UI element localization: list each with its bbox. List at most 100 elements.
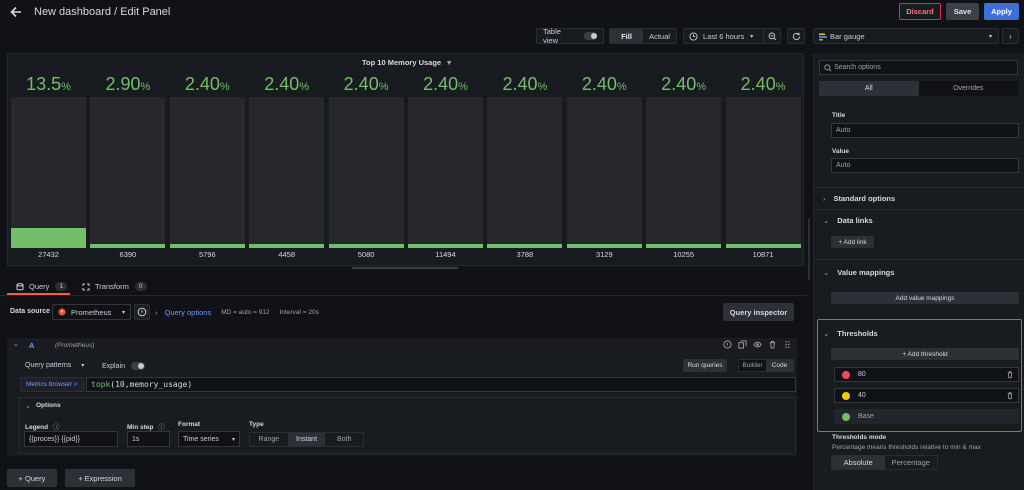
value-input[interactable]: Auto: [831, 158, 1019, 173]
eye-icon[interactable]: [753, 340, 762, 349]
bar-gauge-fill: [11, 228, 86, 248]
add-link-button[interactable]: + Add link: [831, 236, 874, 248]
chevron-down-icon[interactable]: ⌄: [25, 403, 31, 410]
chevron-down-icon: ▾: [231, 436, 235, 443]
query-ref-id[interactable]: A: [29, 341, 35, 350]
mode-percentage-option[interactable]: Percentage: [891, 458, 930, 467]
zoom-out-icon[interactable]: [763, 29, 780, 43]
section-thresholds[interactable]: ⌄ Thresholds: [823, 329, 878, 338]
section-data-links[interactable]: ⌄ Data links: [823, 216, 873, 225]
builder-mode-option[interactable]: Builder: [742, 362, 763, 369]
section-thresholds-label: Thresholds: [837, 329, 878, 338]
bar-gauge-label: 27432: [38, 250, 59, 259]
table-view-toggle[interactable]: Table view: [536, 27, 604, 45]
run-queries-button[interactable]: Run queries: [683, 359, 727, 372]
visualization-name: Bar gauge: [830, 31, 865, 41]
section-value-mappings[interactable]: ⌄ Value mappings: [823, 268, 894, 277]
apply-button[interactable]: Apply: [984, 3, 1019, 20]
bar-gauge-fill: [328, 244, 404, 248]
add-query-button[interactable]: + Query: [7, 469, 57, 487]
threshold-row[interactable]: 40: [834, 388, 1019, 403]
prometheus-icon: [58, 308, 66, 316]
chevron-down-icon: ▾: [447, 58, 451, 67]
explain-toggle[interactable]: Explain: [102, 362, 145, 370]
refresh-button[interactable]: [787, 28, 805, 44]
actual-option[interactable]: Actual: [649, 31, 670, 41]
trash-icon[interactable]: [1006, 391, 1014, 400]
drag-handle-icon[interactable]: [783, 340, 792, 349]
time-range-picker[interactable]: Last 6 hours ▾: [683, 28, 781, 44]
data-source-label: Data source: [10, 308, 51, 315]
query-arguments: (10,memory_usage): [110, 380, 193, 389]
chevron-down-icon[interactable]: ⌄: [13, 341, 19, 348]
clock-icon: [689, 31, 698, 41]
duplicate-icon[interactable]: [738, 340, 747, 349]
divider: [813, 259, 1024, 260]
bar-gauge-value: 2.40%: [329, 74, 404, 95]
query-inspector-button[interactable]: Query inspector: [723, 303, 794, 321]
add-value-mappings-button[interactable]: Add value mappings: [831, 292, 1019, 304]
scrollbar[interactable]: [808, 218, 810, 280]
chevron-down-icon: ⌄: [823, 216, 830, 225]
type-range-option[interactable]: Range: [258, 436, 280, 443]
discard-button[interactable]: Discard: [899, 3, 941, 20]
visualization-picker[interactable]: Bar gauge ▾: [813, 28, 999, 44]
bar-gauge-label: 10871: [752, 250, 774, 259]
query-options-label: Query options: [164, 307, 212, 317]
format-value: Time series: [183, 435, 219, 443]
help-icon[interactable]: [723, 340, 732, 349]
threshold-color-swatch[interactable]: [842, 370, 850, 379]
panel-splitter-handle[interactable]: [352, 267, 458, 269]
query-options-toggle[interactable]: › Query options MD = auto = 912 Interval…: [155, 304, 319, 320]
chevron-right-icon[interactable]: ›: [1002, 28, 1019, 44]
bar-gauge-unit: %: [616, 81, 627, 93]
search-icon: [824, 64, 832, 72]
chevron-down-icon: ▾: [750, 33, 754, 40]
add-expression-button[interactable]: + Expression: [65, 469, 135, 487]
code-mode-option[interactable]: Code: [766, 360, 793, 371]
info-icon[interactable]: ⓘ: [52, 424, 60, 431]
save-button[interactable]: Save: [946, 3, 979, 20]
format-select[interactable]: Time series ▾: [178, 431, 240, 447]
query-expression-input[interactable]: topk (10,memory_usage): [86, 377, 796, 392]
legend-label-text: Legend: [25, 424, 49, 431]
threshold-row[interactable]: 80: [834, 367, 1019, 382]
mode-absolute-option[interactable]: Absolute: [832, 456, 885, 469]
threshold-color-swatch[interactable]: [842, 391, 850, 400]
threshold-row[interactable]: Base: [834, 409, 1019, 424]
title-input[interactable]: Auto: [831, 123, 1019, 138]
threshold-color-swatch[interactable]: [842, 412, 850, 421]
tab-overrides[interactable]: Overrides: [953, 85, 984, 92]
data-source-help-button[interactable]: [134, 304, 150, 320]
tab-transform[interactable]: Transform 0: [82, 279, 147, 294]
section-standard-options[interactable]: › Standard options: [823, 194, 895, 203]
add-threshold-button[interactable]: + Add threshold: [831, 348, 1019, 360]
panel-title-text: Top 10 Memory Usage: [362, 58, 442, 67]
back-arrow-icon[interactable]: [9, 5, 23, 19]
bar-gauge-number: 2.40: [740, 74, 776, 94]
query-patterns-dropdown[interactable]: Query patterns ▾: [25, 362, 84, 369]
trash-icon[interactable]: [1006, 370, 1014, 379]
time-range-label: Last 6 hours: [703, 31, 745, 41]
min-step-input[interactable]: 1s: [127, 431, 170, 447]
bar-gauge-unit: %: [696, 81, 707, 93]
bar-gauge-value: 2.40%: [170, 74, 245, 95]
search-options-input[interactable]: Search options: [819, 60, 1018, 75]
panel-title[interactable]: Top 10 Memory Usage ▾: [8, 58, 805, 67]
tab-all[interactable]: All: [819, 81, 919, 96]
fill-option[interactable]: Fill: [610, 29, 643, 43]
type-both-option[interactable]: Both: [336, 436, 352, 443]
chevron-down-icon: ⌄: [823, 268, 830, 277]
trash-icon[interactable]: [768, 340, 777, 349]
info-icon[interactable]: ⓘ: [158, 424, 165, 431]
legend-input[interactable]: {{proces}} {{pid}}: [24, 431, 118, 447]
md-info: MD = auto = 912: [221, 308, 270, 316]
bar-gauge-unit: %: [140, 81, 151, 93]
type-instant-option[interactable]: Instant: [287, 433, 326, 446]
query-row-header: ⌄: [7, 338, 797, 352]
metrics-browser-button[interactable]: Metrics browser >: [20, 377, 84, 392]
bar-gauge-fill: [90, 244, 166, 248]
tab-query[interactable]: Query 1: [16, 279, 68, 294]
data-source-picker[interactable]: Prometheus ▾: [52, 304, 131, 320]
bar-gauge-label: 3788: [516, 250, 534, 259]
